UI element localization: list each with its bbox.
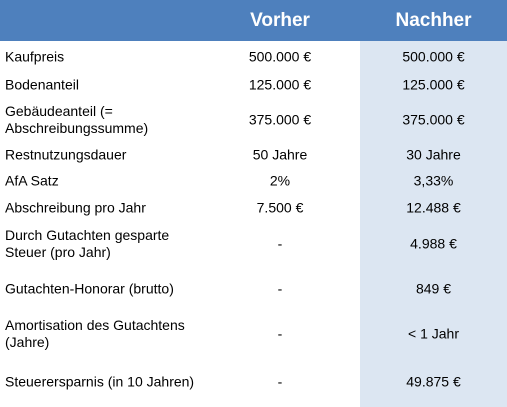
row-label: Bodenanteil (5, 76, 79, 92)
row-value-nachher: 49.875 € (406, 373, 461, 389)
row-label: Abschreibung pro Jahr (5, 199, 146, 215)
row-label: Restnutzungsdauer (5, 146, 127, 163)
table-header: Vorher Nachher (0, 0, 507, 41)
row-value-nachher: 30 Jahre (406, 146, 461, 163)
row-label: Gutachten-Honorar (brutto) (5, 280, 174, 296)
row-value-vorher: 2% (269, 172, 291, 189)
table-row: Restnutzungsdauer 50 Jahre 30 Jahre (0, 142, 507, 168)
table-row: Kaufpreis 500.000 € 500.000 € (0, 41, 507, 72)
row-label: Gebäudeanteil (= Abschreibungssumme) (5, 102, 149, 136)
header-nachher: Nachher (395, 10, 472, 31)
row-value-nachher: < 1 Jahr (408, 325, 459, 341)
table-row: Gebäudeanteil (= Abschreibungssumme) 375… (0, 97, 507, 142)
row-label: Amortisation des Gutachtens (Jahre) (5, 316, 185, 350)
table-row: Durch Gutachten gesparte Steuer (pro Jah… (0, 221, 507, 266)
nachher-column-background (360, 41, 507, 407)
row-value-vorher: 375.000 € (248, 111, 312, 127)
row-value-nachher: 849 € (415, 280, 452, 296)
table-row: AfA Satz 2% 3,33% (0, 168, 507, 194)
table-row: Abschreibung pro Jahr 7.500 € 12.488 € (0, 194, 507, 221)
row-value-vorher: 7.500 € (256, 199, 304, 215)
header-vorher: Vorher (250, 10, 310, 31)
table-row: Gutachten-Honorar (brutto) - 849 € (0, 266, 507, 311)
table-row: Bodenanteil 125.000 € 125.000 € (0, 72, 507, 97)
row-value-vorher: 50 Jahre (252, 146, 308, 163)
row-value-nachher: 12.488 € (406, 199, 461, 215)
table-row: Amortisation des Gutachtens (Jahre) - < … (0, 311, 507, 356)
row-value-vorher: 500.000 € (248, 48, 312, 64)
row-label: Steuerersparnis (in 10 Jahren) (5, 373, 195, 389)
row-value-vorher: - (277, 325, 283, 341)
row-label: AfA Satz (5, 172, 59, 189)
row-value-vorher: - (277, 235, 283, 251)
row-value-nachher: 3,33% (413, 172, 454, 189)
row-value-vorher: - (277, 373, 283, 389)
row-value-vorher: - (277, 280, 283, 296)
row-value-nachher: 125.000 € (402, 76, 465, 92)
row-label: Kaufpreis (5, 48, 65, 64)
row-value-nachher: 500.000 € (402, 48, 465, 64)
row-value-nachher: 375.000 € (402, 111, 465, 127)
row-label: Durch Gutachten gesparte Steuer (pro Jah… (5, 226, 170, 260)
row-value-nachher: 4.988 € (410, 235, 457, 251)
table-row: Steuerersparnis (in 10 Jahren) - 49.875 … (0, 356, 507, 407)
row-value-vorher: 125.000 € (248, 76, 312, 92)
